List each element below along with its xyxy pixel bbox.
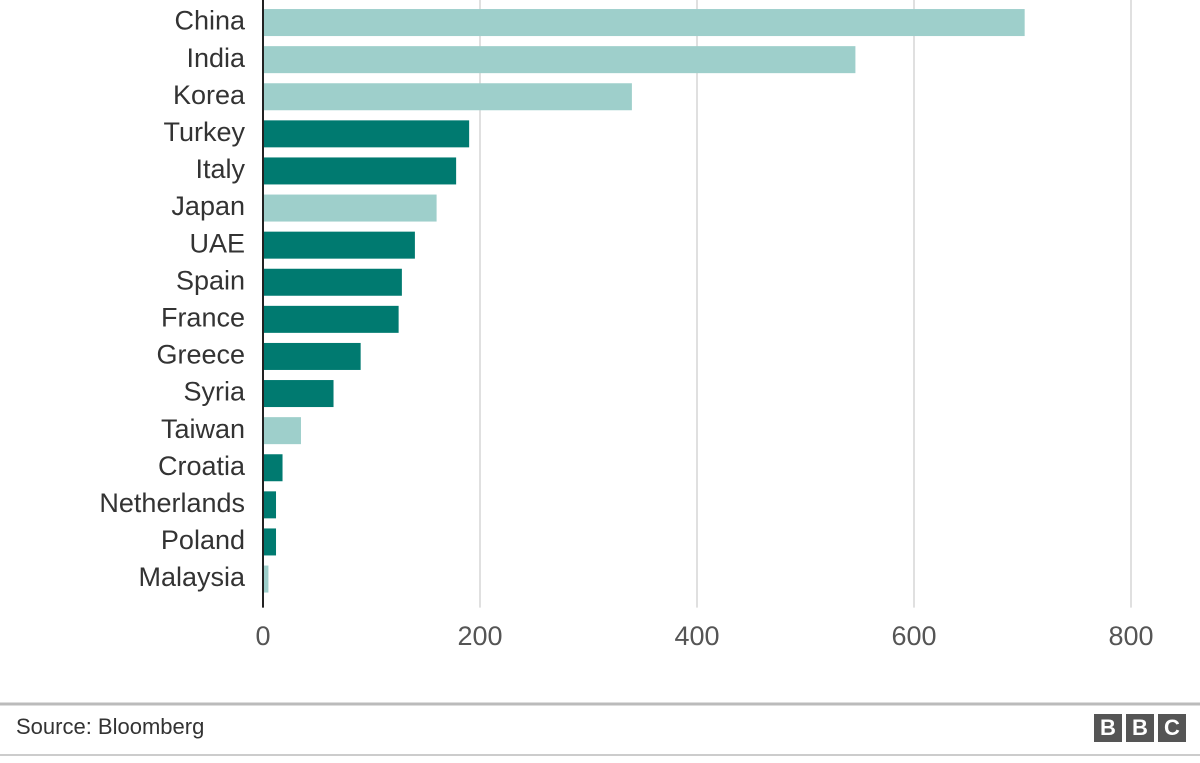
logo-box: [1094, 714, 1122, 742]
y-tick-label: Croatia: [158, 451, 246, 481]
y-tick-label: Malaysia: [138, 562, 246, 592]
bar: [263, 417, 301, 445]
source: Source: Bloomberg: [16, 714, 204, 739]
y-tick-label: China: [174, 6, 246, 36]
x-tick-label: 0: [255, 621, 270, 651]
x-tick-label: 600: [891, 621, 936, 651]
y-tick-label: Syria: [183, 377, 245, 407]
logo-letter: B: [1132, 715, 1148, 740]
y-tick-label: Taiwan: [161, 414, 245, 444]
y-tick-label: Netherlands: [99, 488, 245, 518]
y-tick-label: Turkey: [163, 117, 245, 147]
x-tick-label: 400: [674, 621, 719, 651]
bar: [263, 231, 415, 259]
bar: [263, 491, 277, 519]
logo-box: [1158, 714, 1186, 742]
x-tick-label: 800: [1108, 621, 1153, 651]
y-tick-label: France: [161, 302, 245, 332]
logo-box: [1126, 714, 1154, 742]
logo-letter: B: [1100, 715, 1116, 740]
bar: [263, 120, 470, 148]
y-tick-label: Greece: [156, 340, 245, 370]
y-tick-label: Spain: [176, 265, 245, 295]
y-tick-label: Italy: [195, 154, 245, 184]
bar: [263, 565, 269, 593]
bar: [263, 268, 402, 296]
bar: [263, 83, 632, 111]
y-tick-label: Korea: [173, 80, 246, 110]
y-tick-label: UAE: [189, 228, 245, 258]
logo-letter: C: [1164, 715, 1180, 740]
x-tick-label: 200: [457, 621, 502, 651]
bar: [263, 46, 856, 74]
bar: [263, 380, 334, 408]
y-tick-label: Japan: [171, 191, 245, 221]
bar: [263, 157, 457, 185]
y-tick-label: India: [186, 43, 246, 73]
bar: [263, 194, 437, 222]
y-tick-label: Poland: [161, 525, 245, 555]
bar: [263, 342, 361, 370]
bar: [263, 9, 1025, 37]
bar: [263, 528, 277, 556]
bar: [263, 305, 399, 333]
bar: [263, 454, 283, 482]
